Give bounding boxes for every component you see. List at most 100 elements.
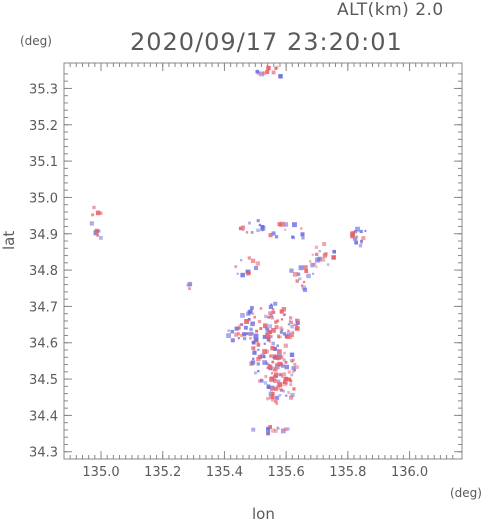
radar-echo-cell: [91, 213, 95, 217]
radar-echo-cell: [272, 366, 278, 372]
radar-echo-cell: [295, 318, 298, 322]
radar-echo-cell: [250, 258, 256, 263]
radar-echo-cell: [266, 428, 269, 431]
x-tick-label: 136.0: [391, 465, 428, 480]
radar-echo-cell: [269, 314, 274, 318]
radar-echo-cell: [240, 313, 245, 318]
radar-echo-cell: [234, 326, 239, 331]
radar-echo-cell: [283, 343, 288, 348]
radar-echo-cell: [280, 329, 283, 332]
radar-echo-cell: [268, 304, 273, 310]
radar-echo-cell: [254, 266, 259, 271]
radar-echo-cell: [279, 330, 283, 334]
radar-echo-cell: [311, 253, 314, 256]
radar-echo-cell: [285, 394, 288, 397]
radar-echo-cell: [274, 400, 278, 404]
radar-echo-cell: [293, 369, 296, 372]
radar-echo-cell: [239, 333, 243, 337]
radar-echo-cell: [250, 360, 256, 365]
radar-echo-cell: [289, 316, 293, 320]
radar-echo-layer: [89, 65, 367, 436]
radar-echo-cell: [270, 303, 273, 306]
radar-echo-cell: [289, 395, 294, 400]
radar-echo-cell: [260, 225, 265, 229]
radar-echo-cell: [271, 397, 275, 402]
radar-echo-cell: [273, 372, 279, 377]
radar-echo-cell: [279, 326, 283, 330]
radar-echo-cell: [355, 226, 360, 232]
radar-echo-cell: [234, 265, 238, 269]
radar-echo-cell: [277, 349, 282, 354]
radar-echo-cell: [288, 335, 293, 340]
radar-echo-cell: [289, 268, 294, 273]
lon-unit-label: (deg): [450, 486, 482, 500]
radar-echo-cell: [247, 271, 251, 276]
radar-echo-cell: [262, 360, 267, 365]
radar-echo-cell: [187, 281, 193, 287]
radar-echo-cell: [245, 332, 248, 335]
radar-echo-cell: [275, 402, 278, 405]
y-tick-label: 34.5: [29, 373, 58, 388]
radar-echo-cell: [266, 337, 271, 342]
radar-echo-cell: [314, 245, 319, 249]
radar-echo-cell: [287, 323, 290, 326]
radar-echo-cell: [271, 428, 276, 433]
radar-echo-cell: [251, 332, 254, 335]
radar-echo-cell: [287, 370, 291, 374]
radar-echo-cell: [274, 387, 278, 391]
radar-echo-cell: [274, 325, 279, 330]
radar-echo-cell: [234, 332, 239, 337]
radar-echo-cell: [273, 428, 278, 433]
radar-echo-cell: [283, 222, 289, 227]
radar-echo-cell: [320, 257, 326, 262]
radar-echo-cell: [237, 337, 240, 340]
radar-echo-cell: [99, 236, 103, 240]
radar-echo-cell: [266, 431, 270, 436]
radar-echo-cell: [271, 395, 275, 399]
radar-echo-cell: [280, 373, 283, 377]
radar-echo-cell: [226, 333, 231, 338]
radar-echo-cell: [291, 235, 294, 239]
radar-echo-cell: [258, 223, 262, 227]
radar-echo-cell: [271, 372, 274, 375]
radar-echo-cell: [268, 340, 271, 343]
radar-echo-cell: [248, 221, 251, 225]
radar-echo-cell: [289, 332, 294, 337]
radar-echo-cell: [263, 342, 266, 345]
radar-echo-cell: [270, 385, 275, 390]
altitude-label: ALT(km) 2.0: [337, 0, 444, 20]
radar-echo-cell: [252, 350, 257, 355]
radar-echo-cell: [267, 330, 272, 335]
y-tick-label: 35.1: [29, 155, 58, 170]
radar-echo-cell: [292, 358, 295, 362]
radar-echo-cell: [254, 337, 259, 342]
radar-echo-cell: [263, 323, 268, 329]
radar-echo-cell: [284, 360, 288, 364]
radar-echo-cell: [250, 231, 254, 234]
radar-echo-cell: [279, 221, 285, 227]
radar-echo-cell: [291, 360, 294, 363]
radar-echo-cell: [272, 377, 276, 381]
radar-echo-cell: [283, 376, 289, 382]
radar-echo-cell: [291, 330, 295, 334]
radar-echo-cell: [302, 280, 306, 284]
radar-echo-cell: [244, 319, 250, 324]
radar-echo-cell: [285, 334, 290, 339]
radar-echo-cell: [292, 387, 296, 391]
x-axis-label: lon: [252, 505, 275, 523]
radar-echo-cell: [256, 228, 260, 233]
radar-echo-cell: [306, 273, 311, 279]
radar-echo-cell: [318, 250, 321, 253]
radar-echo-cell: [271, 231, 276, 236]
radar-echo-cell: [92, 205, 96, 210]
radar-echo-cell: [283, 382, 288, 387]
radar-echo-cell: [304, 269, 309, 273]
radar-echo-cell: [275, 362, 279, 367]
radar-echo-cell: [257, 354, 262, 360]
radar-echo-cell: [353, 230, 358, 234]
radar-echo-cell: [266, 65, 271, 71]
radar-echo-cell: [255, 329, 259, 333]
radar-echo-cell: [273, 301, 278, 306]
radar-echo-cell: [289, 379, 293, 383]
radar-echo-cell: [271, 328, 276, 333]
